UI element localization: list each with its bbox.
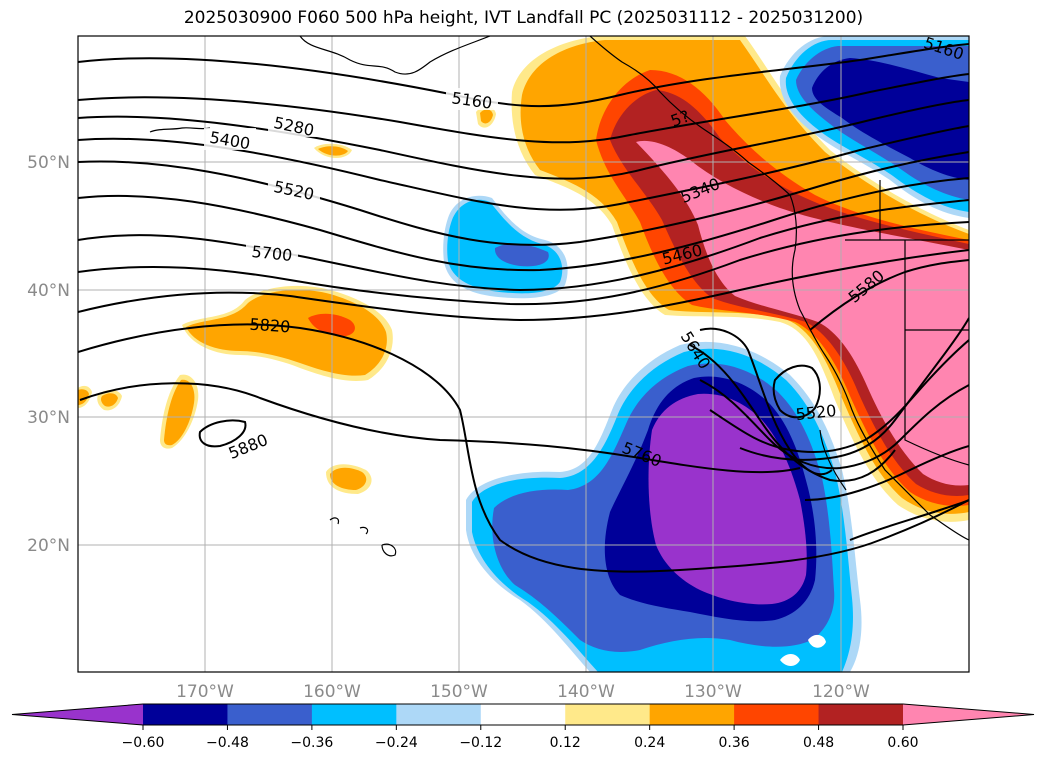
colorbar-segment xyxy=(311,704,397,725)
colorbar-segment xyxy=(227,704,313,725)
colorbar: −0.60 −0.48 −0.36 −0.24 −0.12 0.12 0.24 0.36 0.4… xyxy=(11,703,1035,751)
positive-ivt-band xyxy=(511,36,969,522)
colorbar-segment xyxy=(480,704,566,725)
colorbar-tick-label: 0.48 xyxy=(803,735,834,751)
contour-label: 5820 xyxy=(249,315,291,337)
height-contours xyxy=(78,43,969,573)
plot-frame xyxy=(77,35,970,673)
longitude-labels: 170°W 160°W 150°W 140°W 130°W 120°W xyxy=(176,682,870,702)
contour-label: 5520 xyxy=(795,401,837,424)
subtropical-negative-patch xyxy=(466,341,862,672)
colorbar-extend-high xyxy=(903,704,1034,725)
colorbar-segment xyxy=(396,704,482,725)
colorbar-segment xyxy=(565,704,651,725)
lon-label-140w: 140°W xyxy=(557,682,615,702)
lon-label-120w: 120°W xyxy=(812,682,870,702)
contour-label: 5700 xyxy=(251,242,293,265)
colorbar-tick-label: 0.36 xyxy=(719,735,750,751)
colorbar-segment xyxy=(143,704,228,725)
colorbar-tick-label: −0.24 xyxy=(375,735,418,751)
latitude-labels: 50°N 40°N 30°N 20°N xyxy=(27,153,70,556)
lat-label-20n: 20°N xyxy=(27,536,70,556)
lon-label-150w: 150°W xyxy=(430,682,488,702)
colorbar-tick-label: 0.60 xyxy=(887,735,918,751)
colorbar-segment xyxy=(818,704,904,725)
lon-label-130w: 130°W xyxy=(684,682,742,702)
lon-label-170w: 170°W xyxy=(176,682,234,702)
colorbar-tick-label: −0.36 xyxy=(290,735,333,751)
lat-label-30n: 30°N xyxy=(27,408,70,428)
central-pacific-ivt-patch xyxy=(78,106,496,494)
colorbar-extend-low xyxy=(12,704,143,725)
colorbar-tick-label: −0.12 xyxy=(459,735,502,751)
lat-label-50n: 50°N xyxy=(27,153,70,173)
lon-label-160w: 160°W xyxy=(303,682,361,702)
map-title: 2025030900 F060 500 hPa height, IVT Land… xyxy=(183,8,864,28)
colorbar-segment xyxy=(734,704,820,725)
lat-label-40n: 40°N xyxy=(27,281,70,301)
colorbar-tick-label: −0.60 xyxy=(122,735,165,751)
colorbar-tick-label: 0.12 xyxy=(550,735,581,751)
colorbar-tick-label: −0.48 xyxy=(206,735,249,751)
colorbar-segment xyxy=(649,704,735,725)
ivt-shading xyxy=(78,36,969,672)
colorbar-tick-label: 0.24 xyxy=(634,735,665,751)
